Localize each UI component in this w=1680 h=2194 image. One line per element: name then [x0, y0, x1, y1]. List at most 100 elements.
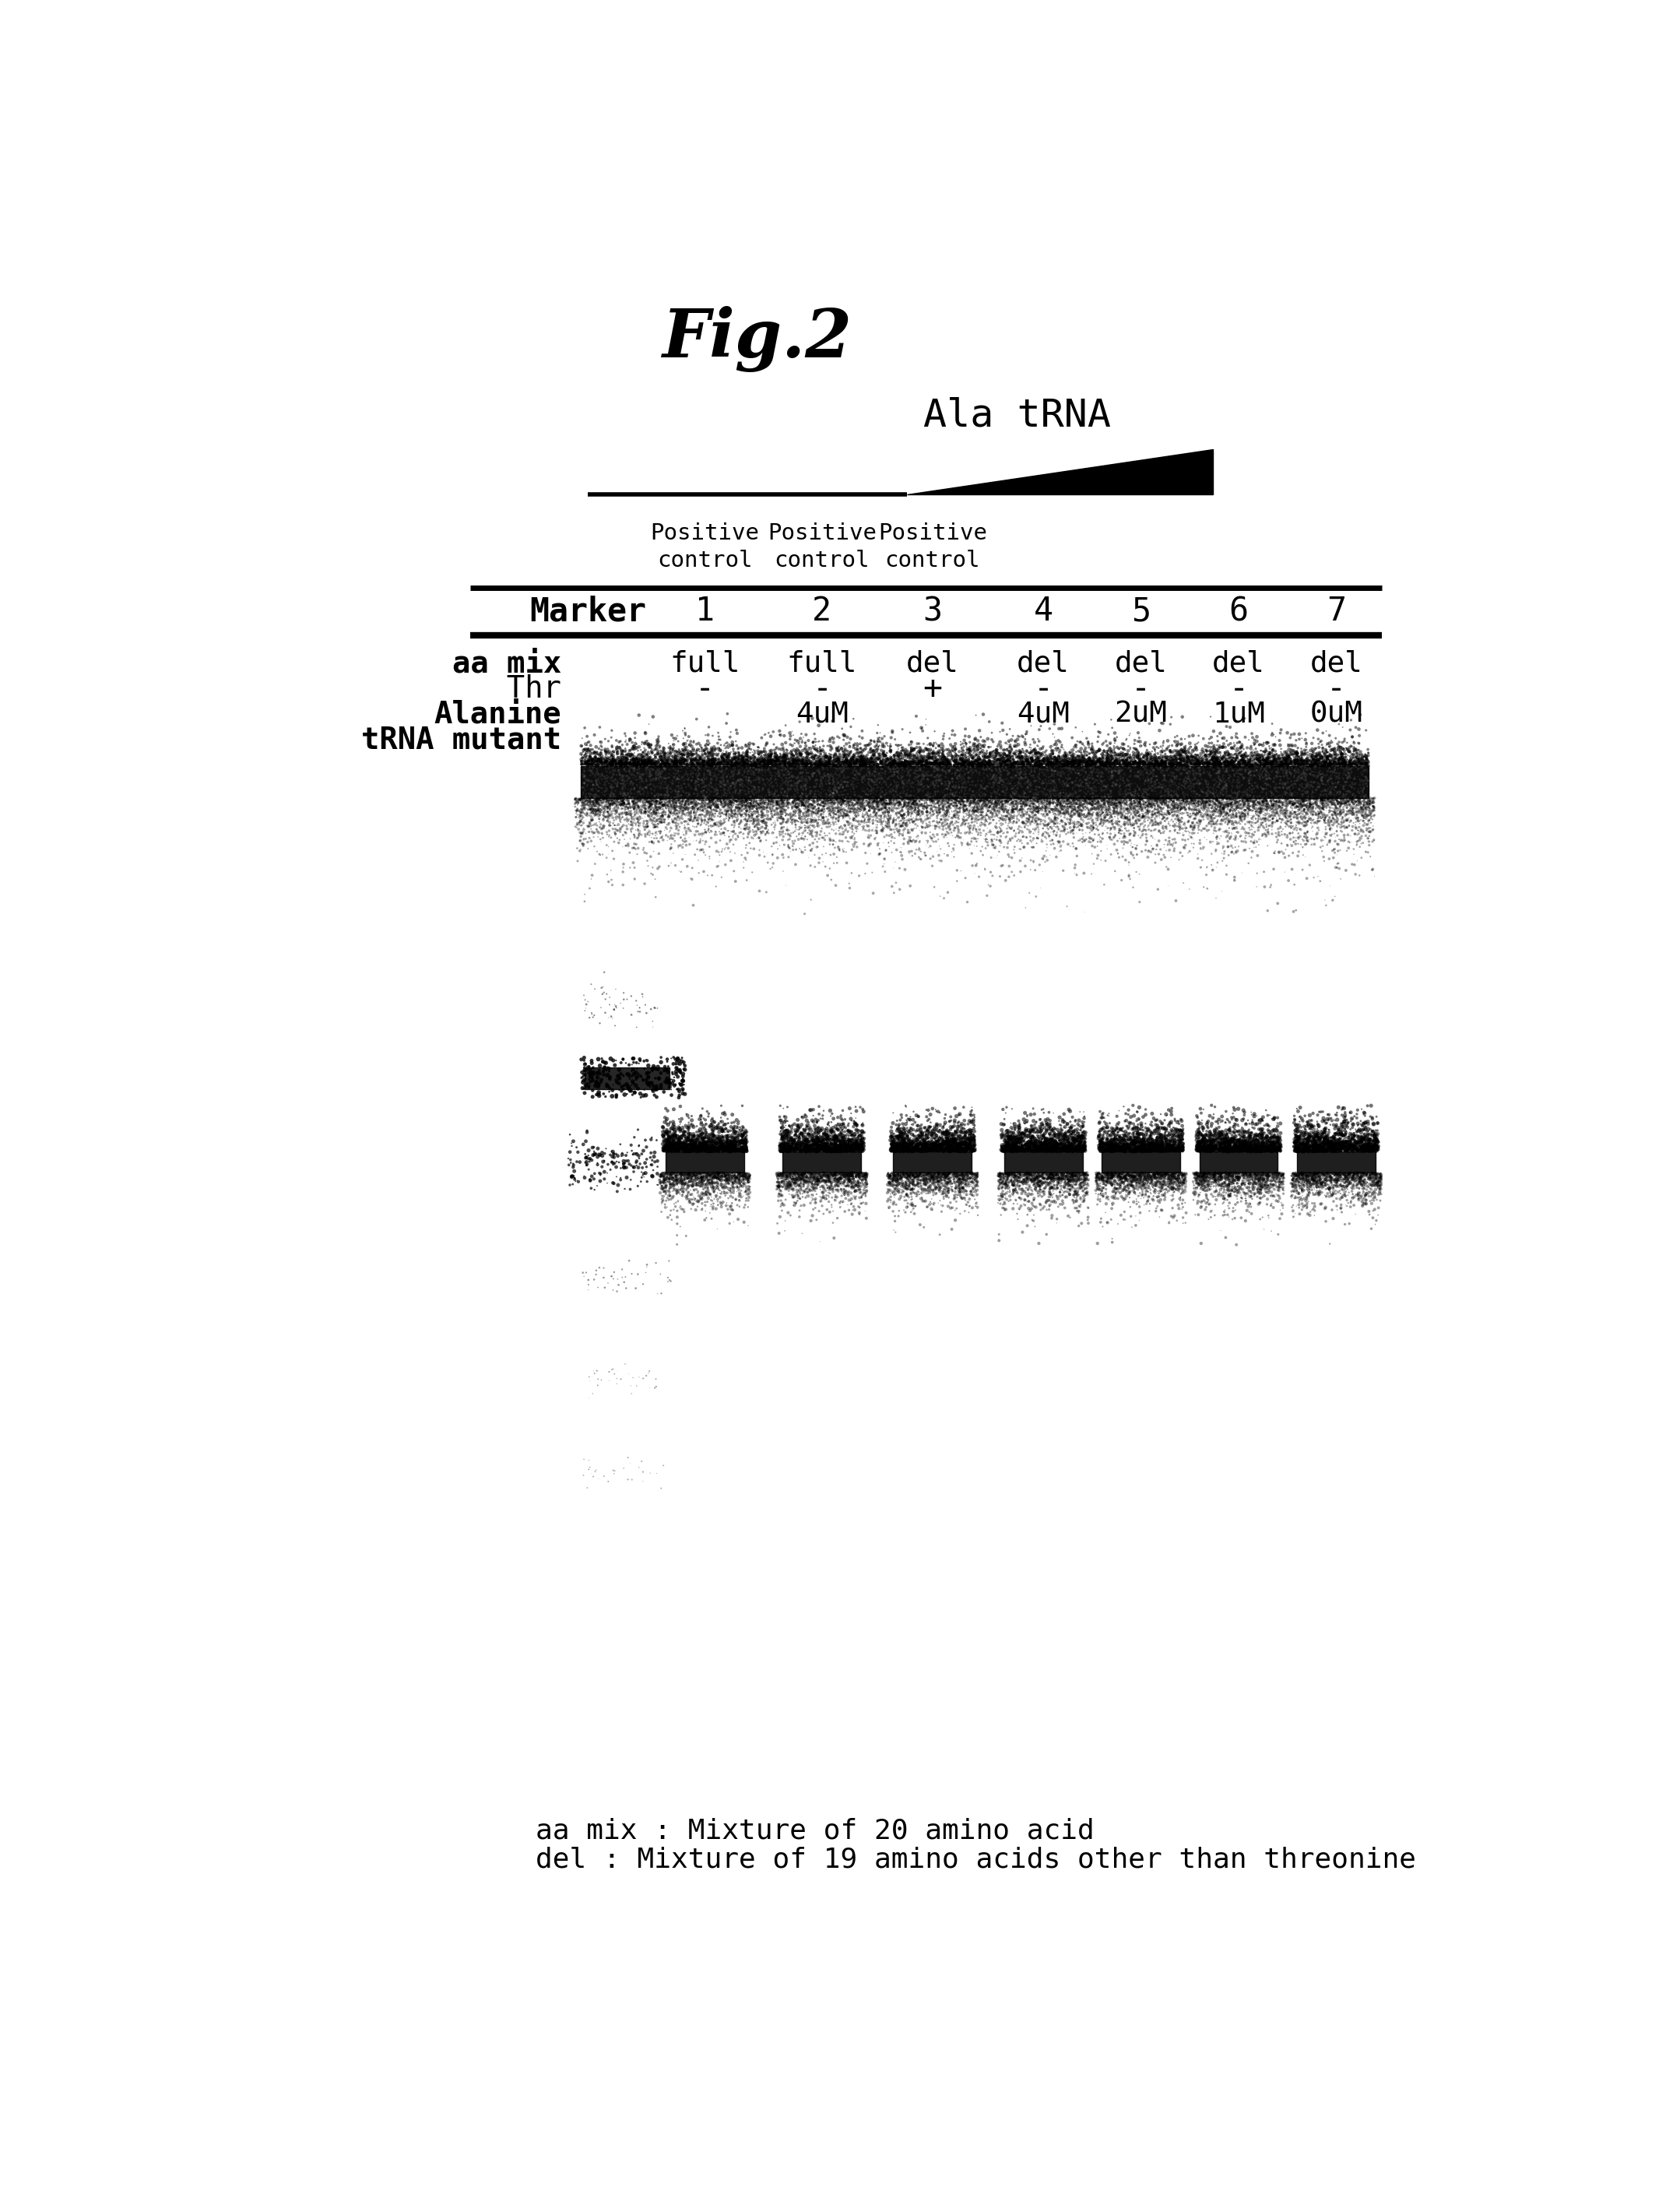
Point: [825, 1106, 852, 1141]
Point: [1105, 746, 1132, 781]
Point: [675, 1176, 702, 1211]
Point: [685, 746, 712, 781]
Point: [897, 1132, 924, 1167]
Point: [924, 785, 951, 821]
Point: [625, 1047, 652, 1082]
Point: [951, 744, 978, 779]
Point: [939, 761, 966, 796]
Point: [944, 1156, 971, 1191]
Point: [811, 739, 838, 774]
Point: [1278, 777, 1305, 812]
Point: [872, 785, 899, 821]
Point: [1035, 1126, 1062, 1161]
Point: [1255, 739, 1282, 774]
Point: [1109, 742, 1136, 777]
Point: [1317, 746, 1344, 781]
Point: [781, 777, 808, 812]
Point: [1132, 1093, 1159, 1128]
Point: [904, 1112, 931, 1147]
Point: [1250, 1165, 1277, 1200]
Point: [612, 746, 638, 781]
Point: [1228, 744, 1255, 779]
Point: [1023, 790, 1050, 825]
Point: [931, 783, 958, 818]
Point: [1196, 757, 1223, 792]
Point: [1310, 792, 1337, 827]
Point: [1163, 737, 1189, 772]
Point: [1114, 748, 1141, 783]
Point: [1141, 1178, 1168, 1213]
Point: [1107, 1158, 1134, 1194]
Point: [1171, 742, 1198, 777]
Point: [993, 1112, 1020, 1147]
Point: [944, 1158, 971, 1194]
Point: [659, 748, 685, 783]
Point: [890, 1156, 917, 1191]
Point: [615, 796, 642, 832]
Point: [769, 737, 796, 772]
Point: [892, 744, 919, 779]
Point: [709, 1132, 736, 1167]
Point: [1075, 796, 1102, 832]
Point: [1257, 1163, 1284, 1198]
Point: [944, 1112, 971, 1147]
Point: [1267, 744, 1294, 779]
Point: [1282, 1130, 1309, 1165]
Point: [1052, 737, 1079, 772]
Point: [696, 1176, 722, 1211]
Point: [613, 796, 640, 832]
Point: [591, 777, 618, 812]
Point: [717, 816, 744, 851]
Point: [600, 733, 627, 768]
Point: [951, 1121, 978, 1156]
Point: [1262, 785, 1289, 821]
Point: [1023, 794, 1050, 829]
Point: [953, 1158, 979, 1194]
Point: [929, 1158, 956, 1194]
Point: [927, 1132, 954, 1167]
Point: [1268, 1158, 1295, 1194]
Point: [780, 790, 806, 825]
Point: [1015, 1130, 1042, 1165]
Point: [1166, 810, 1193, 845]
Point: [697, 1165, 724, 1200]
Point: [811, 1117, 838, 1152]
Point: [1037, 1183, 1063, 1218]
Point: [798, 744, 825, 779]
Point: [689, 774, 716, 810]
Point: [1129, 792, 1156, 827]
Point: [1290, 783, 1317, 818]
Point: [810, 1132, 837, 1167]
Point: [1309, 742, 1336, 777]
Point: [926, 1172, 953, 1207]
Point: [1070, 790, 1097, 825]
Point: [1090, 772, 1117, 807]
Point: [990, 1167, 1016, 1202]
Point: [1275, 794, 1302, 829]
Point: [675, 777, 702, 812]
Point: [808, 1158, 835, 1194]
Point: [682, 838, 709, 873]
Point: [1070, 1156, 1097, 1191]
Point: [1337, 748, 1364, 783]
Point: [706, 1119, 732, 1154]
Point: [1341, 1156, 1368, 1191]
Point: [996, 1156, 1023, 1191]
Point: [1309, 1130, 1336, 1165]
Point: [1094, 1163, 1121, 1198]
Point: [630, 746, 657, 781]
Point: [961, 1156, 988, 1191]
Point: [1171, 1163, 1198, 1198]
Point: [1226, 783, 1253, 818]
Point: [1129, 1167, 1156, 1202]
Point: [1117, 1132, 1144, 1167]
Point: [719, 748, 746, 783]
Point: [900, 781, 927, 816]
Point: [1317, 1176, 1344, 1211]
Point: [697, 1134, 724, 1169]
Point: [1136, 1156, 1163, 1191]
Point: [1131, 1121, 1158, 1156]
Point: [902, 1163, 929, 1198]
Point: [1021, 1172, 1048, 1207]
Point: [1142, 1161, 1169, 1196]
